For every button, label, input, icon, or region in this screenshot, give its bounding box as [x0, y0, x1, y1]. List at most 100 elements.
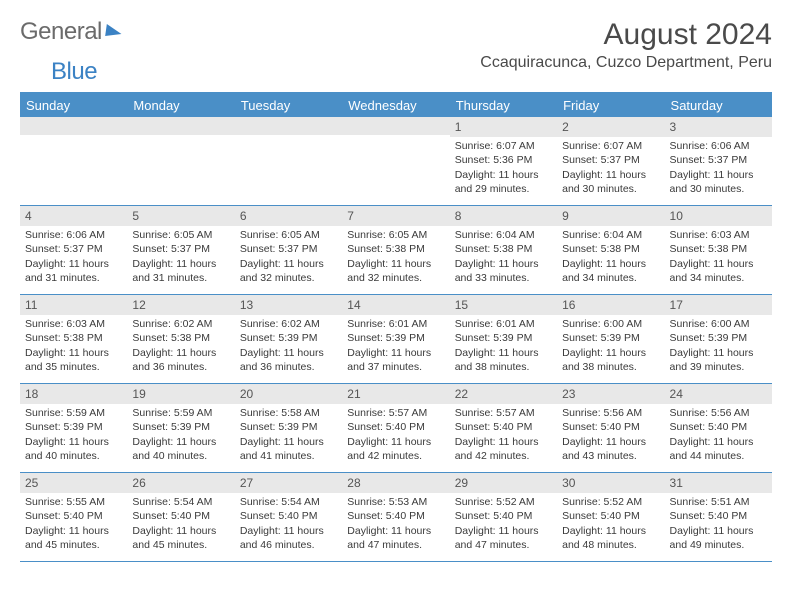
day-cell: 25Sunrise: 5:55 AMSunset: 5:40 PMDayligh… — [20, 473, 127, 561]
day-content: Sunrise: 6:00 AMSunset: 5:39 PMDaylight:… — [557, 315, 664, 378]
day-line: Sunset: 5:37 PM — [25, 242, 122, 256]
day-line: Sunrise: 6:06 AM — [25, 228, 122, 242]
day-number — [342, 117, 449, 135]
day-content: Sunrise: 5:57 AMSunset: 5:40 PMDaylight:… — [342, 404, 449, 467]
week-row: 4Sunrise: 6:06 AMSunset: 5:37 PMDaylight… — [20, 206, 772, 295]
day-number: 20 — [235, 384, 342, 404]
day-line: Sunrise: 5:52 AM — [562, 495, 659, 509]
brand-part1: General — [20, 18, 102, 46]
day-line: and 47 minutes. — [347, 538, 444, 552]
day-header-saturday: Saturday — [665, 94, 772, 117]
day-content — [342, 135, 449, 141]
day-header-friday: Friday — [557, 94, 664, 117]
day-header-sunday: Sunday — [20, 94, 127, 117]
day-line: Sunrise: 5:59 AM — [132, 406, 229, 420]
day-line: and 32 minutes. — [347, 271, 444, 285]
day-line: and 45 minutes. — [25, 538, 122, 552]
day-line: Sunrise: 5:54 AM — [132, 495, 229, 509]
day-line: Daylight: 11 hours — [455, 346, 552, 360]
day-content: Sunrise: 6:04 AMSunset: 5:38 PMDaylight:… — [557, 226, 664, 289]
day-line: and 38 minutes. — [455, 360, 552, 374]
day-line: Sunset: 5:36 PM — [455, 153, 552, 167]
day-line: Sunrise: 5:56 AM — [562, 406, 659, 420]
day-content: Sunrise: 5:57 AMSunset: 5:40 PMDaylight:… — [450, 404, 557, 467]
day-line: Sunrise: 6:02 AM — [132, 317, 229, 331]
day-line: Sunrise: 5:59 AM — [25, 406, 122, 420]
day-line: Daylight: 11 hours — [562, 524, 659, 538]
day-line: Sunrise: 5:54 AM — [240, 495, 337, 509]
day-line: and 33 minutes. — [455, 271, 552, 285]
day-line: Sunrise: 6:03 AM — [670, 228, 767, 242]
day-number: 18 — [20, 384, 127, 404]
day-number: 29 — [450, 473, 557, 493]
day-number: 19 — [127, 384, 234, 404]
day-line: Sunrise: 6:00 AM — [670, 317, 767, 331]
day-cell: 19Sunrise: 5:59 AMSunset: 5:39 PMDayligh… — [127, 384, 234, 472]
day-number: 10 — [665, 206, 772, 226]
day-cell: 6Sunrise: 6:05 AMSunset: 5:37 PMDaylight… — [235, 206, 342, 294]
day-cell: 29Sunrise: 5:52 AMSunset: 5:40 PMDayligh… — [450, 473, 557, 561]
day-line: Sunset: 5:40 PM — [455, 420, 552, 434]
day-line: Sunset: 5:40 PM — [670, 509, 767, 523]
day-line: and 42 minutes. — [455, 449, 552, 463]
day-line: Sunset: 5:39 PM — [670, 331, 767, 345]
day-cell: 27Sunrise: 5:54 AMSunset: 5:40 PMDayligh… — [235, 473, 342, 561]
day-number: 11 — [20, 295, 127, 315]
day-cell: 24Sunrise: 5:56 AMSunset: 5:40 PMDayligh… — [665, 384, 772, 472]
day-line: and 36 minutes. — [240, 360, 337, 374]
day-content: Sunrise: 6:06 AMSunset: 5:37 PMDaylight:… — [665, 137, 772, 200]
day-content: Sunrise: 5:51 AMSunset: 5:40 PMDaylight:… — [665, 493, 772, 556]
day-line: Sunrise: 6:04 AM — [562, 228, 659, 242]
day-line: Sunrise: 6:01 AM — [455, 317, 552, 331]
day-number: 13 — [235, 295, 342, 315]
day-line: Sunset: 5:38 PM — [562, 242, 659, 256]
day-line: Daylight: 11 hours — [25, 524, 122, 538]
day-number: 16 — [557, 295, 664, 315]
day-line: Daylight: 11 hours — [455, 435, 552, 449]
day-line: Daylight: 11 hours — [347, 435, 444, 449]
day-line: Sunset: 5:39 PM — [455, 331, 552, 345]
day-line: Sunset: 5:40 PM — [347, 420, 444, 434]
brand-part2: Blue — [51, 58, 97, 86]
day-content: Sunrise: 5:54 AMSunset: 5:40 PMDaylight:… — [127, 493, 234, 556]
day-cell: 9Sunrise: 6:04 AMSunset: 5:38 PMDaylight… — [557, 206, 664, 294]
day-content: Sunrise: 5:56 AMSunset: 5:40 PMDaylight:… — [557, 404, 664, 467]
day-content: Sunrise: 5:59 AMSunset: 5:39 PMDaylight:… — [20, 404, 127, 467]
day-number: 21 — [342, 384, 449, 404]
day-line: Sunset: 5:39 PM — [132, 420, 229, 434]
day-cell: 4Sunrise: 6:06 AMSunset: 5:37 PMDaylight… — [20, 206, 127, 294]
day-line: and 34 minutes. — [562, 271, 659, 285]
day-line: Daylight: 11 hours — [562, 168, 659, 182]
day-line: Sunrise: 6:05 AM — [347, 228, 444, 242]
day-line: Sunrise: 6:07 AM — [562, 139, 659, 153]
day-number: 7 — [342, 206, 449, 226]
day-cell: 31Sunrise: 5:51 AMSunset: 5:40 PMDayligh… — [665, 473, 772, 561]
day-line: Sunset: 5:40 PM — [132, 509, 229, 523]
day-line: Sunrise: 6:02 AM — [240, 317, 337, 331]
day-number: 27 — [235, 473, 342, 493]
day-line: Sunset: 5:38 PM — [25, 331, 122, 345]
day-cell: 20Sunrise: 5:58 AMSunset: 5:39 PMDayligh… — [235, 384, 342, 472]
week-row: 1Sunrise: 6:07 AMSunset: 5:36 PMDaylight… — [20, 117, 772, 206]
day-line: and 41 minutes. — [240, 449, 337, 463]
brand-logo: General — [20, 18, 122, 46]
day-cell: 22Sunrise: 5:57 AMSunset: 5:40 PMDayligh… — [450, 384, 557, 472]
day-line: and 42 minutes. — [347, 449, 444, 463]
day-content: Sunrise: 6:01 AMSunset: 5:39 PMDaylight:… — [342, 315, 449, 378]
day-line: Daylight: 11 hours — [25, 257, 122, 271]
day-cell: 2Sunrise: 6:07 AMSunset: 5:37 PMDaylight… — [557, 117, 664, 205]
day-line: Sunset: 5:38 PM — [455, 242, 552, 256]
day-line: Daylight: 11 hours — [132, 524, 229, 538]
day-line: Daylight: 11 hours — [240, 257, 337, 271]
day-content — [127, 135, 234, 141]
day-number: 6 — [235, 206, 342, 226]
day-line: Daylight: 11 hours — [25, 435, 122, 449]
day-cell: 21Sunrise: 5:57 AMSunset: 5:40 PMDayligh… — [342, 384, 449, 472]
day-cell: 8Sunrise: 6:04 AMSunset: 5:38 PMDaylight… — [450, 206, 557, 294]
day-number: 28 — [342, 473, 449, 493]
day-header-tuesday: Tuesday — [235, 94, 342, 117]
day-line: Sunset: 5:38 PM — [132, 331, 229, 345]
day-content: Sunrise: 5:59 AMSunset: 5:39 PMDaylight:… — [127, 404, 234, 467]
day-content — [235, 135, 342, 141]
day-line: and 44 minutes. — [670, 449, 767, 463]
